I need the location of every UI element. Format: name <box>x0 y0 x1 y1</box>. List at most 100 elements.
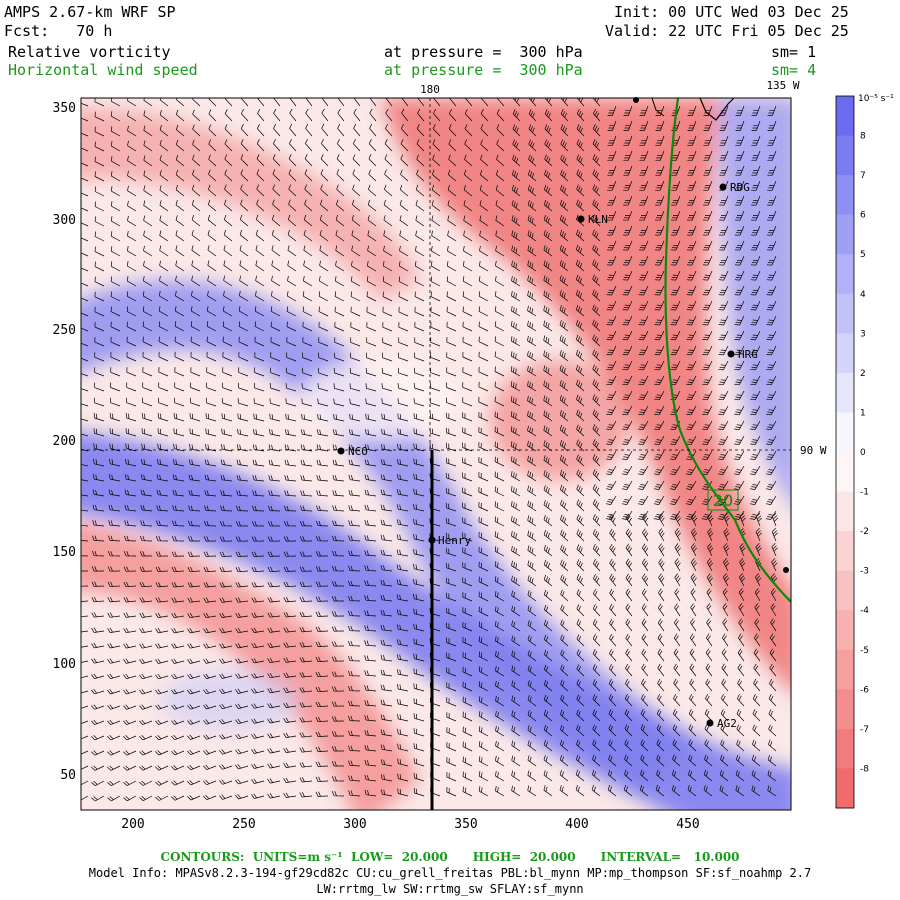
wind-barb <box>750 360 761 371</box>
wind-barb <box>236 490 249 497</box>
wind-barb <box>527 575 537 587</box>
wind-barb <box>494 576 505 587</box>
wind-barb <box>702 420 713 431</box>
wind-barb <box>607 105 617 116</box>
wind-barb <box>94 352 105 362</box>
wind-barb <box>592 558 601 572</box>
wind-barb <box>705 693 713 707</box>
wind-barb <box>239 229 249 242</box>
wind-barb <box>415 230 425 242</box>
wind-barb <box>462 472 473 482</box>
wind-barb <box>252 459 265 467</box>
wind-barb <box>686 315 697 326</box>
wind-barb <box>413 398 425 407</box>
wind-barb <box>674 573 681 587</box>
wind-barb <box>640 724 649 737</box>
wind-barb <box>494 411 505 422</box>
wind-barb <box>380 519 393 527</box>
colorbar-segment <box>836 689 854 730</box>
wind-barb <box>657 618 665 632</box>
wind-barb <box>175 154 185 167</box>
wind-barb <box>687 120 697 131</box>
wind-barb <box>431 230 441 242</box>
wind-barb <box>172 520 185 527</box>
wind-barb <box>155 704 169 710</box>
wind-barb <box>673 693 681 707</box>
wind-barb <box>91 612 105 618</box>
wind-barb <box>81 720 89 724</box>
wind-barb <box>753 663 761 677</box>
wind-barb <box>702 240 713 251</box>
wind-barb <box>463 245 473 257</box>
wind-barb <box>380 774 393 782</box>
wind-barb <box>767 165 777 176</box>
wind-barb <box>527 605 537 617</box>
wind-barb <box>734 450 745 461</box>
wind-barb <box>208 184 217 197</box>
wind-barb <box>299 581 313 587</box>
wind-barb <box>207 260 217 272</box>
wind-barb <box>348 655 361 662</box>
wind-barb <box>224 109 233 122</box>
wind-barb <box>401 108 409 122</box>
wind-barb <box>765 465 777 475</box>
wind-barb <box>494 381 505 392</box>
wind-barb <box>305 108 313 122</box>
wind-barb <box>126 261 137 272</box>
wind-barb <box>235 597 249 603</box>
wind-barb <box>576 409 585 422</box>
wind-barb <box>159 230 169 242</box>
wind-barb <box>203 643 217 649</box>
wind-barb <box>686 390 697 401</box>
wind-barb <box>235 763 249 770</box>
wind-barb <box>511 665 521 677</box>
wind-barb <box>560 679 569 692</box>
wind-barb <box>622 345 633 356</box>
wind-barb <box>316 429 329 437</box>
wind-barb <box>642 558 649 572</box>
wind-barb <box>738 603 745 617</box>
wind-barb <box>364 685 377 692</box>
wind-barb <box>511 530 521 542</box>
wind-barb <box>622 315 633 326</box>
wind-barb <box>593 98 601 107</box>
wind-barb <box>256 154 265 167</box>
wind-barb <box>480 109 489 122</box>
wind-barb <box>171 734 185 741</box>
wind-barb <box>348 760 361 767</box>
wind-barb <box>203 688 217 695</box>
wind-barb <box>334 321 345 332</box>
wind-barb <box>299 702 313 708</box>
wind-barb <box>224 98 233 107</box>
wind-barb <box>637 495 649 505</box>
wind-barb <box>285 413 297 422</box>
wind-barb <box>124 520 137 527</box>
wind-barb <box>543 199 553 212</box>
wind-barb <box>268 475 281 482</box>
wind-barb <box>766 300 777 311</box>
wind-barb <box>238 336 249 347</box>
lon-label-135w: 135 W <box>766 79 799 92</box>
wind-barb <box>175 124 185 137</box>
wind-barb <box>397 713 409 722</box>
wind-barb <box>527 350 537 362</box>
wind-barb <box>543 694 553 707</box>
wind-barb <box>107 750 121 756</box>
wind-barb <box>463 215 473 227</box>
wind-barb <box>223 245 233 257</box>
wind-barb <box>236 505 249 512</box>
wind-barb <box>606 330 617 341</box>
wind-barb <box>174 306 185 317</box>
wind-barb <box>607 195 617 206</box>
wind-barb <box>190 367 201 377</box>
wind-barb <box>191 275 201 287</box>
wind-barb <box>320 199 329 212</box>
wind-barb <box>559 214 569 227</box>
wind-barb <box>159 125 169 137</box>
wind-barb <box>221 428 233 437</box>
station-dot-rdg <box>719 183 727 191</box>
wind-barb <box>706 603 713 617</box>
wind-barb <box>723 528 730 542</box>
wind-barb <box>640 754 649 767</box>
forecast-hour: Fcst: 70 h <box>4 22 113 40</box>
